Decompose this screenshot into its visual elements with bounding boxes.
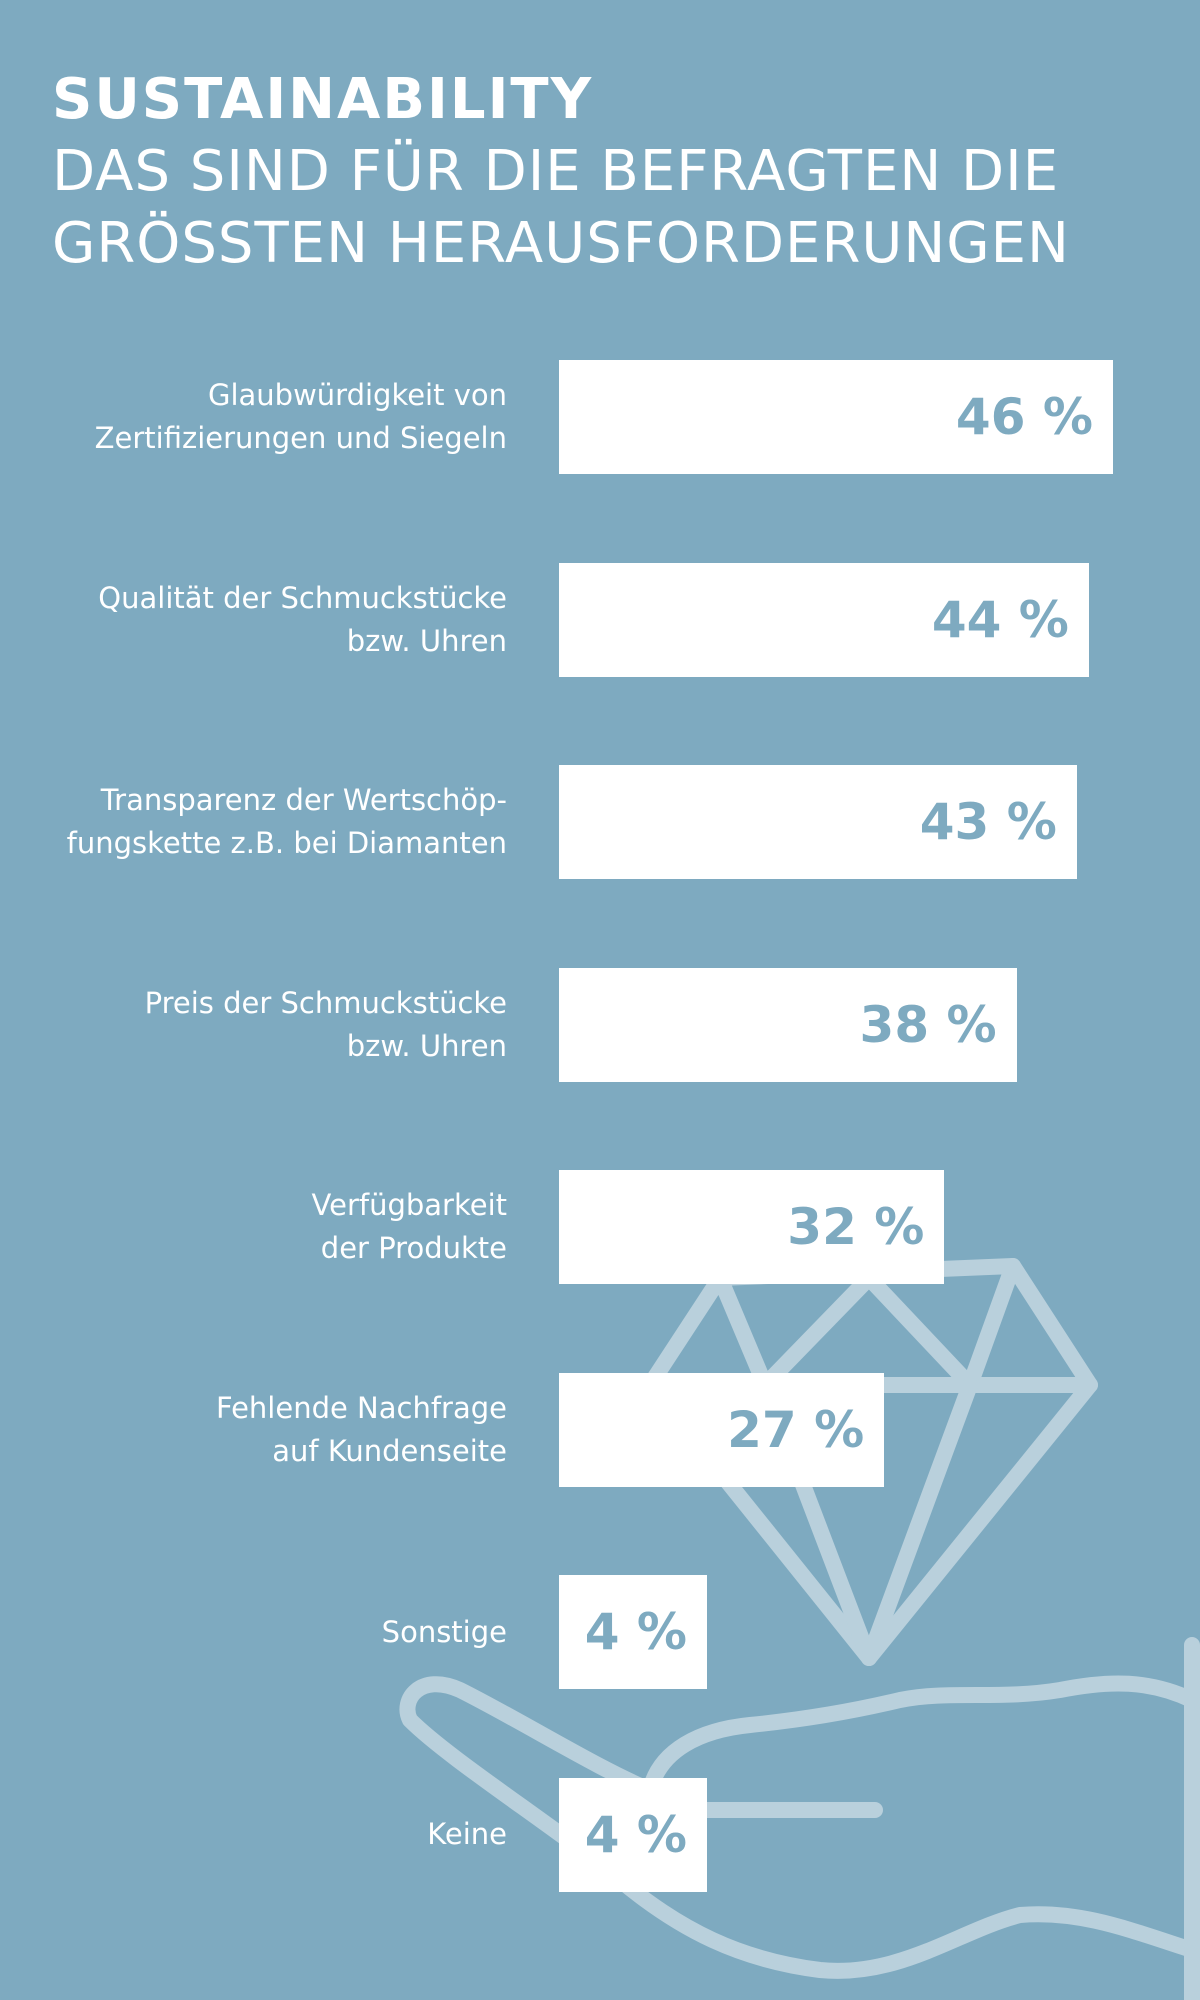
category-label: Transparenz der Wertschöp-fungskette z.B… bbox=[47, 779, 507, 865]
category-label-line: bzw. Uhren bbox=[346, 1028, 507, 1063]
bar-value-label: 43 % bbox=[919, 793, 1057, 851]
bar-value-label: 38 % bbox=[859, 995, 997, 1054]
bar: 4 % bbox=[559, 1575, 707, 1689]
bar-value-label: 32 % bbox=[787, 1198, 925, 1256]
category-label: Verfügbarkeit der Produkte bbox=[47, 1184, 507, 1270]
category-label-line: Fehlende Nachfrage bbox=[215, 1390, 507, 1425]
category-label: Sonstige bbox=[47, 1611, 507, 1654]
bar-value-label: 4 % bbox=[584, 1805, 687, 1864]
category-label-line: bzw. Uhren bbox=[346, 623, 507, 658]
category-label: Keine bbox=[47, 1813, 507, 1856]
category-label-line: auf Kundenseite bbox=[272, 1433, 507, 1468]
bar: 44 % bbox=[559, 562, 1089, 677]
category-label-line: Sonstige bbox=[381, 1614, 507, 1649]
bar-value-label: 4 % bbox=[584, 1603, 687, 1661]
bar-value-label: 27 % bbox=[727, 1400, 865, 1459]
category-label: Preis der Schmuckstücke bzw. Uhren bbox=[47, 982, 507, 1068]
category-label-line: Preis der Schmuckstücke bbox=[144, 985, 507, 1020]
category-label-line: Qualität der Schmuckstücke bbox=[98, 580, 507, 615]
heading-kicker: SUSTAINABILITY bbox=[52, 67, 594, 132]
bar: 27 % bbox=[559, 1372, 885, 1487]
category-label-line: Transparenz der Wertschöp- bbox=[100, 783, 507, 817]
bar: 43 % bbox=[559, 765, 1077, 879]
category-label-line: Glaubwürdigkeit von bbox=[207, 378, 507, 412]
category-label-line: Keine bbox=[427, 1817, 507, 1851]
category-label-line: der Produkte bbox=[320, 1231, 507, 1265]
category-label: Qualität der Schmuckstücke bzw. Uhren bbox=[47, 577, 507, 663]
heading-title-line-1: DAS SIND FÜR DIE BEFRAGTEN DIE bbox=[52, 139, 1060, 204]
bar: 38 % bbox=[559, 967, 1017, 1082]
category-label-line: Zertifizierungen und Siegeln bbox=[94, 421, 507, 455]
category-label: Glaubwürdigkeit von Zertifizierungen und … bbox=[47, 374, 507, 460]
category-label-line: Verfügbarkeit bbox=[311, 1188, 507, 1222]
bar: 46 % bbox=[559, 360, 1113, 474]
heading-title-line-2: GRÖSSTEN HERAUSFORDERUNGEN bbox=[52, 211, 1070, 276]
category-label: Fehlende Nachfrage auf Kundenseite bbox=[47, 1387, 507, 1473]
bar: 4 % bbox=[559, 1777, 707, 1892]
bar-value-label: 44 % bbox=[931, 590, 1069, 649]
bar-value-label: 46 % bbox=[955, 388, 1093, 446]
category-label-line: fungskette z.B. bei Diamanten bbox=[66, 826, 507, 860]
bar: 32 % bbox=[559, 1170, 945, 1284]
chart-heading: SUSTAINABILITY DAS SIND FÜR DIE BEFRAGTE… bbox=[52, 64, 1172, 280]
